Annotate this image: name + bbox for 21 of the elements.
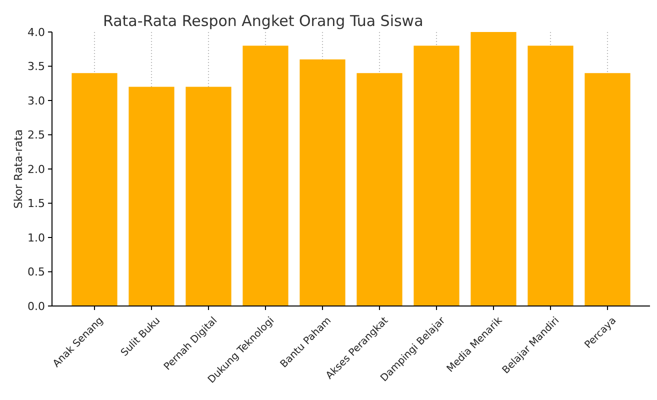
bar — [300, 59, 346, 306]
bar — [186, 86, 232, 306]
bar — [414, 46, 460, 306]
bar — [584, 73, 630, 306]
y-tick-label: 0.5 — [28, 266, 45, 279]
y-tick-label: 3.5 — [28, 60, 45, 74]
y-tick-label: 4.0 — [28, 26, 45, 39]
chart-title: Rata-Rata Respon Angket Orang Tua Siswa — [103, 12, 424, 30]
y-tick-label: 1.5 — [28, 197, 45, 210]
bar — [470, 32, 516, 306]
y-tick-label: 1.0 — [28, 231, 45, 244]
y-tick-label: 0.0 — [28, 300, 45, 313]
bar — [242, 46, 288, 306]
y-tick-label: 2.0 — [28, 162, 45, 176]
bar — [356, 73, 402, 306]
y-axis-title: Skor Rata-rata — [12, 129, 25, 209]
bar — [72, 73, 118, 306]
bar — [528, 46, 574, 306]
y-tick-label: 2.5 — [28, 128, 45, 142]
y-tick-label: 3.0 — [28, 94, 45, 108]
bar — [128, 86, 174, 306]
